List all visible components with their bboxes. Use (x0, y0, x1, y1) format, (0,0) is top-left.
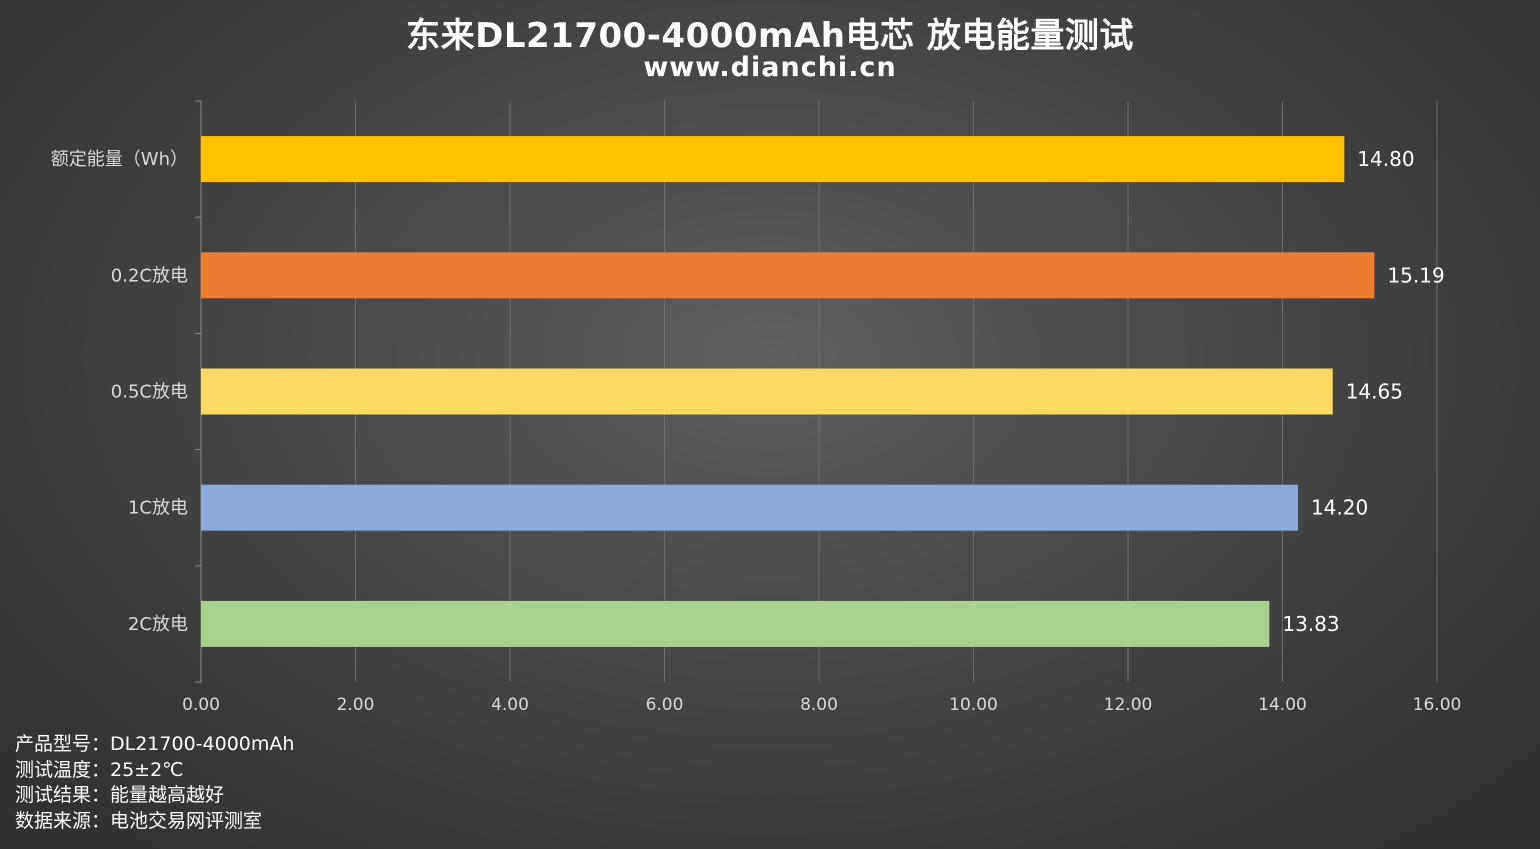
x-tick-label: 6.00 (646, 695, 684, 715)
category-label: 2C放电 (128, 614, 188, 635)
chart-subtitle: www.dianchi.cn (643, 52, 897, 83)
x-tick-label: 14.00 (1258, 695, 1307, 715)
bar (201, 136, 1345, 183)
data-label: 14.20 (1311, 496, 1368, 520)
bar (201, 252, 1375, 299)
x-tick-label: 2.00 (337, 695, 375, 715)
data-label: 14.80 (1357, 147, 1414, 171)
x-tick-label: 8.00 (800, 695, 838, 715)
x-tick-label: 0.00 (182, 695, 220, 715)
bar (201, 484, 1298, 531)
x-tick-label: 10.00 (949, 695, 998, 715)
info-model: 产品型号：DL21700-4000mAh (15, 733, 295, 755)
category-label: 额定能量（Wh） (51, 149, 188, 170)
category-label: 0.2C放电 (111, 265, 188, 286)
category-label: 0.5C放电 (111, 382, 188, 403)
chart-title: 东来DL21700-4000mAh电芯 放电能量测试 (406, 16, 1134, 56)
data-label: 13.83 (1282, 612, 1339, 636)
data-label: 15.19 (1387, 263, 1444, 287)
data-label: 14.65 (1346, 380, 1403, 404)
x-tick-label: 12.00 (1104, 695, 1153, 715)
x-tick-label: 16.00 (1413, 695, 1462, 715)
category-label: 1C放电 (128, 498, 188, 519)
bar (201, 600, 1270, 647)
info-result: 测试结果：能量越高越好 (15, 784, 225, 806)
info-source: 数据来源：电池交易网评测室 (15, 809, 263, 832)
x-tick-label: 4.00 (491, 695, 529, 715)
test-info: 产品型号：DL21700-4000mAh 测试温度：25±2℃ 测试结果：能量越… (15, 732, 294, 834)
bar (201, 368, 1333, 415)
info-temperature: 测试温度：25±2℃ (15, 758, 184, 781)
